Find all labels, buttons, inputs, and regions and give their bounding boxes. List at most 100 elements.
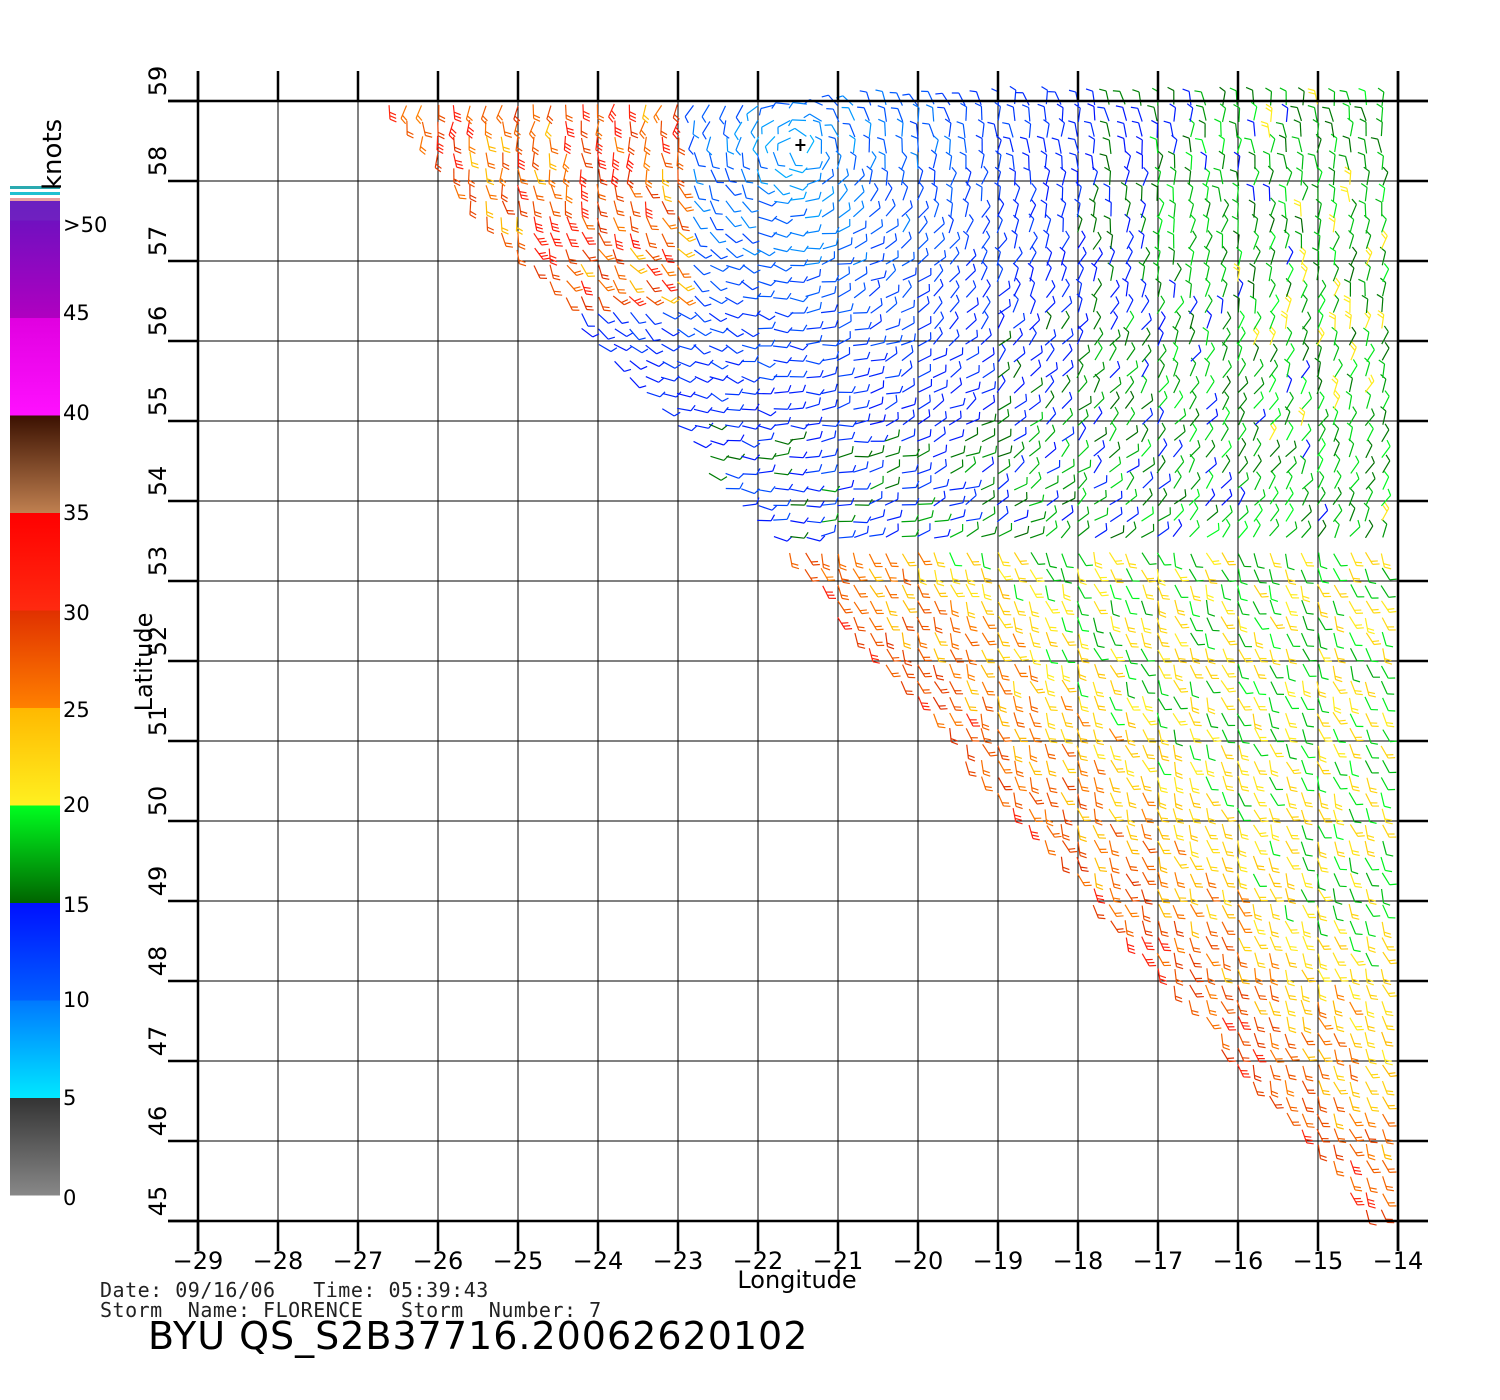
wind-barb [644,201,653,219]
wind-barb [853,351,871,361]
wind-barb [1317,391,1325,411]
wind-barb [1141,889,1153,905]
wind-barb [1173,937,1186,954]
wind-barb [1060,728,1073,744]
wind-barb [1314,215,1322,234]
wind-barb [1350,665,1361,683]
wind-barb [1247,280,1255,298]
wind-barb [933,713,946,729]
wind-barb [1365,872,1380,887]
wind-barb [614,265,627,280]
wind-barb [1220,680,1237,693]
wind-barb [1301,520,1312,539]
wind-barb [995,150,1002,169]
wind-barb [886,334,903,345]
wind-barb [1364,840,1376,858]
wind-barb [1116,120,1127,138]
wind-barb [1382,1176,1394,1192]
wind-barb [1333,1065,1345,1082]
wind-barb [1238,681,1254,695]
wind-barb [741,328,760,338]
wind-barb [885,368,902,379]
wind-barb [900,151,908,171]
wind-barb [1045,631,1058,648]
wind-barb [788,119,807,127]
wind-barb [877,105,888,122]
wind-barb [1301,712,1314,728]
wind-barb [789,276,808,284]
wind-barb [950,584,965,598]
wind-barb [693,280,710,293]
wind-barb [1316,1128,1331,1143]
wind-barb [933,250,947,266]
wind-barb [1237,760,1250,776]
wind-barb [917,600,932,614]
wind-barb [805,256,823,266]
wind-barb [1173,985,1183,1003]
wind-barb [1076,293,1083,313]
wind-barb [853,337,871,347]
wind-barb [1030,377,1043,394]
wind-barb [1332,503,1343,523]
wind-barb [1189,903,1205,918]
wind-barb [1189,617,1204,632]
wind-barb [837,218,851,233]
wind-barb [980,776,993,792]
wind-barb [1360,183,1368,202]
wind-barb [876,137,887,154]
wind-barb [1109,422,1117,442]
wind-barb [1094,341,1103,361]
wind-barb [1125,585,1140,600]
wind-barb [1157,840,1172,855]
wind-barb [1078,696,1089,713]
wind-barb [533,216,544,233]
wind-barb [949,696,963,711]
wind-barb [1157,825,1171,840]
wind-barb [1206,713,1219,729]
wind-barb [1318,1064,1330,1080]
wind-barb [406,120,414,139]
wind-barb [1173,470,1182,489]
wind-barb [950,361,962,378]
wind-barb [1141,327,1151,346]
wind-barb [949,600,960,618]
wind-barb [1254,489,1266,506]
wind-barb [1077,375,1088,393]
wind-barb [1285,969,1295,987]
wind-barb [725,388,744,396]
wind-barb [1253,1033,1266,1049]
wind-barb [1109,887,1122,904]
wind-barb [1036,135,1047,153]
wind-barb [1363,327,1370,347]
wind-barb [1293,199,1302,217]
wind-barb [1108,808,1124,822]
wind-barb [1366,664,1380,678]
wind-barb [997,445,1013,458]
wind-barb [1014,393,1028,409]
wind-barb [918,510,934,522]
wind-barb [1037,103,1047,121]
wind-barb [1237,422,1247,441]
wind-barb [868,648,880,664]
wind-barb [740,168,754,184]
wind-barb [1204,569,1218,585]
wind-barb [1317,984,1327,1002]
wind-barb [1365,485,1374,505]
wind-barb [1286,856,1301,870]
wind-barb [965,479,982,490]
wind-barb [1364,760,1379,774]
wind-barb [500,136,511,154]
wind-barb [1140,663,1156,677]
wind-barb [932,364,947,379]
wind-barb [528,120,536,140]
wind-barb [692,216,708,230]
legend-band [10,415,60,513]
wind-barb [822,366,838,378]
wind-barb [1142,246,1151,266]
wind-barb [419,136,427,155]
wind-barb [1238,919,1253,934]
wind-barb [1061,600,1075,615]
wind-barb [1253,919,1266,935]
wind-barb [1030,345,1043,361]
wind-barb [854,321,872,331]
